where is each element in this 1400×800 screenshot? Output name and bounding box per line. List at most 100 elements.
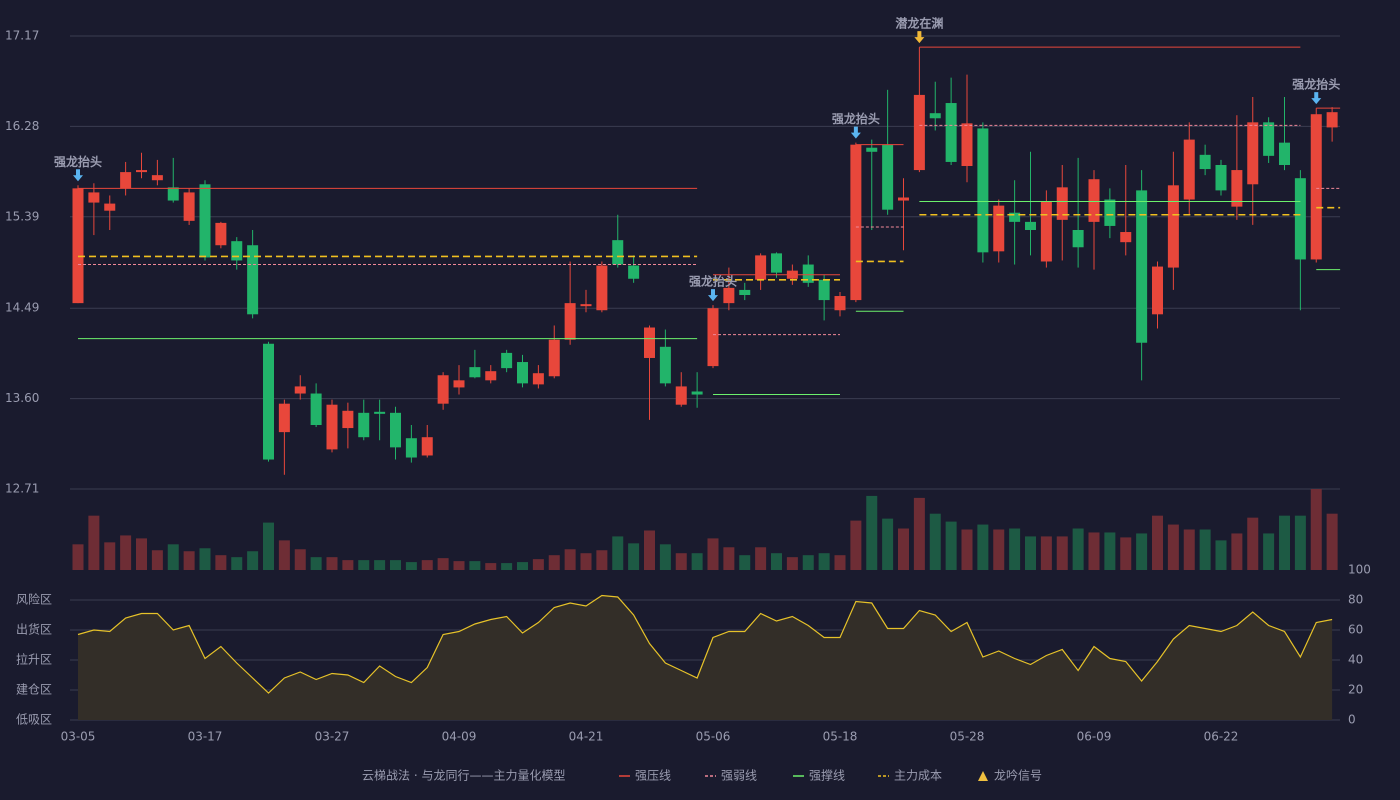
- candle-body: [1152, 266, 1163, 315]
- candle-body: [72, 188, 84, 304]
- candle-body: [88, 192, 100, 203]
- candle-body: [945, 103, 957, 162]
- volume-bar: [390, 560, 401, 570]
- x-tick-label: 06-22: [1204, 730, 1239, 744]
- volume-bar: [1231, 533, 1243, 570]
- candle-body: [961, 123, 973, 167]
- volume-bar: [771, 553, 782, 570]
- candle-body: [1104, 199, 1116, 226]
- legend-label: 强撑线: [809, 768, 845, 783]
- y-tick-label: 13.60: [5, 391, 39, 405]
- candle-body: [993, 205, 1005, 252]
- candle-body: [469, 367, 481, 378]
- volume-bar: [1263, 533, 1275, 570]
- volume-bar: [167, 544, 179, 570]
- volume-bar: [1120, 537, 1132, 570]
- signal-arrow: [73, 169, 83, 182]
- volume-bar: [501, 563, 513, 570]
- candle-body: [1215, 164, 1227, 191]
- candle-body: [866, 147, 878, 152]
- y-tick-label: 15.39: [5, 209, 39, 223]
- y-tick-label: 80: [1348, 593, 1363, 607]
- volume-bar: [1294, 515, 1306, 570]
- candle-body: [183, 192, 195, 221]
- volume-bar: [1183, 529, 1195, 570]
- volume-bar: [1167, 524, 1179, 570]
- volume-bar: [310, 557, 322, 570]
- volume-bar: [405, 562, 417, 570]
- candle-body: [532, 373, 544, 385]
- legend-label: 强压线: [635, 769, 671, 783]
- candle-body: [659, 346, 671, 384]
- y-tick-label: 17.17: [5, 29, 39, 43]
- volume-bar: [1199, 529, 1211, 570]
- candle-body: [644, 327, 655, 358]
- candle-body: [1326, 112, 1338, 128]
- volume-bar: [1136, 533, 1148, 570]
- volume-bar: [453, 561, 465, 570]
- legend-symbol: [978, 771, 988, 781]
- x-tick-label: 04-21: [569, 730, 604, 744]
- candle-body: [517, 362, 528, 384]
- candle-body: [675, 386, 687, 405]
- candle-body: [564, 303, 576, 340]
- candle-body: [548, 339, 560, 377]
- volume-bar: [850, 520, 862, 570]
- candle-body: [1247, 122, 1259, 185]
- candle-body: [1167, 185, 1179, 268]
- volume-bar: [628, 543, 640, 570]
- volume-bar: [1040, 536, 1052, 570]
- volume-bar: [342, 560, 354, 570]
- volume-bar: [532, 559, 544, 570]
- y-tick-label: 100: [1348, 563, 1371, 577]
- volume-bar: [723, 547, 735, 570]
- candle-body: [358, 412, 370, 438]
- signal-arrow: [1311, 92, 1322, 105]
- candle-body: [1263, 122, 1275, 156]
- volume-bar: [1326, 513, 1338, 570]
- candle-body: [580, 304, 592, 307]
- volume-bar: [739, 555, 751, 570]
- volume-bar: [104, 542, 116, 570]
- volume-bar: [993, 529, 1005, 570]
- legend-label: 主力成本: [894, 769, 942, 783]
- candle-body: [929, 113, 941, 119]
- volume-bar: [564, 549, 576, 570]
- candle-body: [834, 296, 846, 311]
- candle-body: [120, 172, 132, 189]
- volume-bar: [294, 549, 306, 570]
- x-tick-label: 06-09: [1077, 730, 1112, 744]
- volume-bar: [151, 550, 163, 570]
- x-tick-label: 05-18: [823, 730, 858, 744]
- candle-body: [151, 175, 163, 181]
- candle-body: [1120, 232, 1132, 243]
- volume-bar: [247, 551, 259, 570]
- x-tick-label: 03-05: [61, 730, 96, 744]
- y-tick-label: 14.49: [5, 301, 39, 315]
- volume-bar: [1152, 515, 1163, 570]
- y-tick-label: 12.71: [5, 482, 39, 496]
- volume-bar: [215, 555, 227, 570]
- candle-body: [136, 170, 147, 173]
- candle-body: [421, 437, 433, 456]
- candle-body: [294, 386, 306, 394]
- candle-body: [596, 265, 608, 311]
- volume-bar: [437, 558, 449, 570]
- signal-label: 强龙抬头: [689, 274, 737, 289]
- candle-body: [1310, 114, 1322, 260]
- candle-body: [691, 391, 703, 395]
- volume-bar: [199, 548, 211, 570]
- zone-label: 拉升区: [16, 652, 52, 667]
- volume-bar: [802, 555, 814, 570]
- candle-body: [199, 184, 211, 258]
- volume-bar: [1310, 489, 1322, 570]
- volume-bar: [1088, 532, 1100, 570]
- volume-bar: [278, 540, 290, 570]
- volume-bar: [691, 553, 703, 570]
- candle-body: [215, 222, 227, 246]
- candle-body: [1088, 179, 1100, 222]
- x-tick-label: 05-06: [696, 730, 731, 744]
- volume-bar: [120, 535, 132, 570]
- signal-label: 强龙抬头: [1292, 77, 1340, 92]
- candle-body: [1009, 212, 1021, 222]
